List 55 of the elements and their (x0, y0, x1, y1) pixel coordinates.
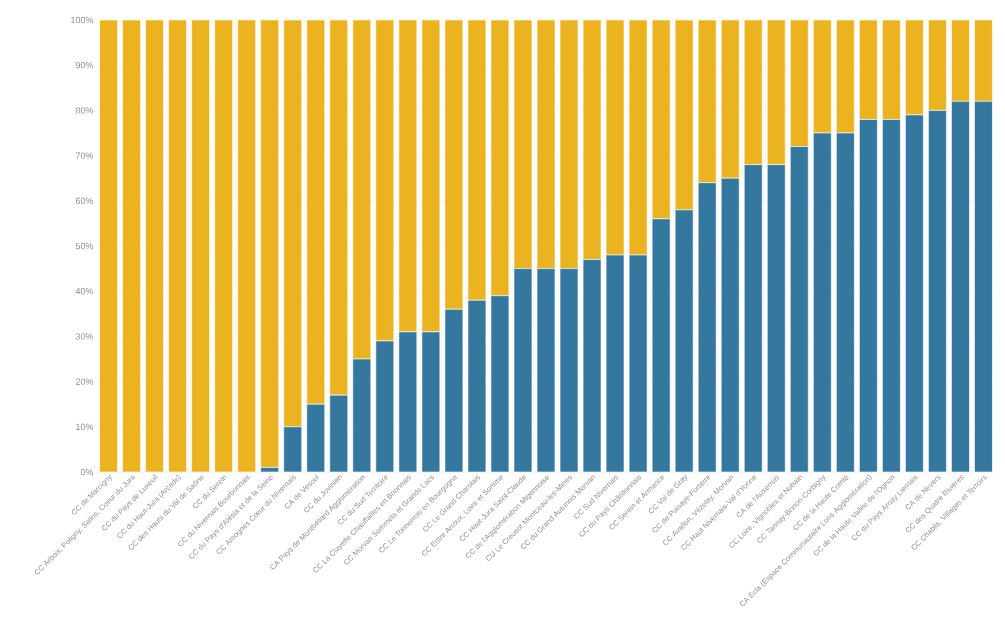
y-tick-label: 100% (71, 16, 94, 24)
y-tick-label: 60% (75, 197, 94, 204)
bar (905, 114, 924, 472)
bar (974, 20, 993, 102)
bar (329, 395, 348, 472)
bar (882, 119, 901, 472)
bar (836, 133, 855, 472)
bar (882, 20, 901, 120)
bar (928, 110, 947, 472)
bar (352, 20, 372, 360)
bar (375, 340, 394, 472)
bar (721, 178, 740, 472)
bar (697, 20, 717, 184)
bar (352, 359, 371, 472)
y-tick-label: 90% (75, 62, 94, 69)
bar (767, 164, 786, 472)
bar (237, 20, 256, 472)
bar (813, 133, 832, 472)
y-tick-label: 70% (75, 152, 94, 159)
bar (306, 20, 326, 405)
bar (951, 20, 970, 102)
y-tick-label: 10% (76, 423, 94, 430)
bar (743, 20, 763, 165)
bar (813, 20, 832, 134)
bar (375, 20, 395, 342)
bar (859, 119, 878, 472)
bar (836, 20, 855, 134)
bar (122, 20, 141, 472)
bar (905, 20, 924, 116)
bar (260, 20, 279, 468)
bar (974, 101, 993, 472)
y-tick-label: 40% (75, 288, 94, 295)
y-tick-label: 0% (80, 468, 94, 476)
bar (766, 20, 786, 165)
bar (283, 426, 302, 472)
bar (306, 404, 325, 472)
y-tick-label: 30% (75, 333, 94, 340)
bar (99, 20, 118, 472)
bar (859, 20, 878, 120)
y-tick-label: 80% (75, 107, 94, 114)
bar (168, 20, 187, 472)
bar (698, 182, 717, 472)
bar (790, 146, 809, 472)
bar (283, 20, 302, 428)
bar (191, 20, 210, 472)
bar (951, 101, 970, 472)
bar (720, 20, 740, 179)
bar (145, 20, 164, 472)
bar (214, 20, 233, 472)
bar (329, 20, 349, 396)
bar (744, 164, 763, 472)
bar (790, 20, 809, 147)
y-tick-label: 50% (75, 242, 94, 250)
y-tick-label: 20% (75, 378, 94, 385)
bar (928, 20, 947, 111)
